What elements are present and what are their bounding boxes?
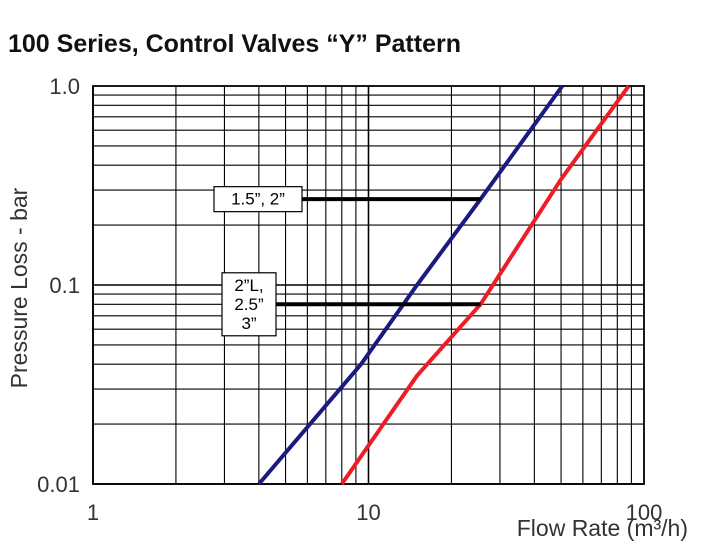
x-tick-label: 1 [87,500,99,525]
chart-title: 100 Series, Control Valves “Y” Pattern [8,30,461,58]
axis-layer: 1 10 100 0.01 0.1 1.0 Flow Rate (m³/h) Pressure… [6,74,688,541]
y-axis-label: Pressure Loss - bar [6,187,32,388]
annotation-label: 3” [241,314,256,333]
y-tick-label: 0.1 [49,273,80,298]
annotation-box-2 [221,272,277,337]
grid-layer [92,85,645,485]
y-tick-label: 1.0 [49,74,80,99]
plot-frame [92,85,645,485]
annotation-label: 1.5”, 2” [231,190,285,209]
x-tick-label: 100 [626,500,663,525]
annotation-layer: 1.5”, 2” 2”L,2.5”3” [213,186,481,337]
annotation-label: 2.5” [234,295,264,314]
x-tick-label: 10 [356,500,380,525]
x-axis-label: Flow Rate (m³/h) [517,515,688,541]
y-tick-label: 0.01 [37,472,80,497]
annotation-label: 2”L, [234,276,263,295]
series-line-1 [257,84,564,486]
annotation-box-1 [213,186,303,213]
